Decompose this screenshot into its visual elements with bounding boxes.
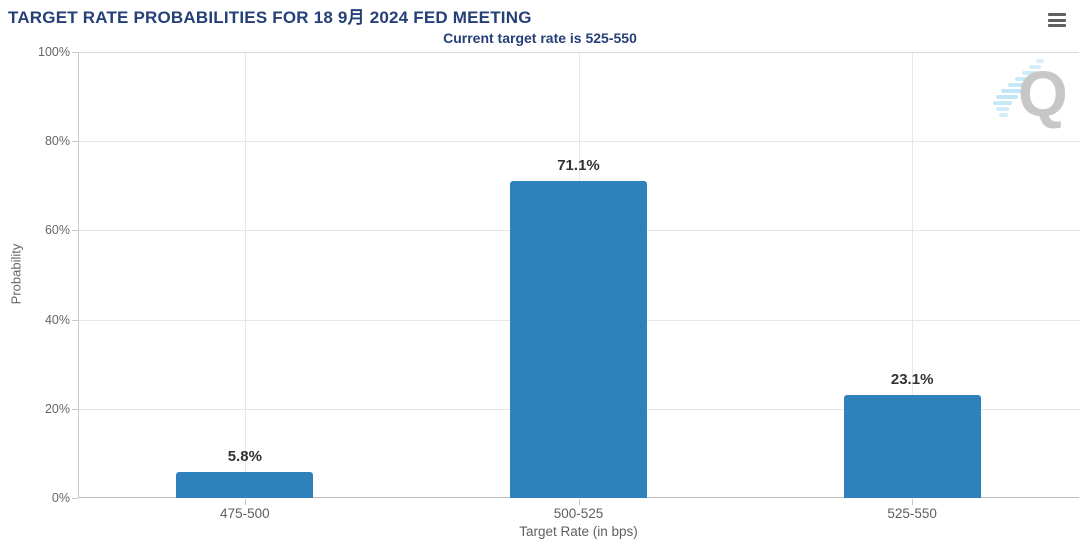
x-tick-label: 525-550 xyxy=(887,506,937,521)
y-axis-title: Probability xyxy=(8,243,24,305)
hamburger-bar xyxy=(1048,18,1066,22)
bar-500-525[interactable] xyxy=(510,180,647,498)
watermark-q-letter: Q xyxy=(1018,58,1068,130)
y-axis-tick xyxy=(72,141,78,143)
bar-525-550[interactable] xyxy=(843,394,981,498)
chart-title: TARGET RATE PROBABILITIES FOR 18 9月 2024… xyxy=(8,8,532,27)
watermark-dash xyxy=(1008,83,1029,87)
y-tick-label: 40% xyxy=(44,312,70,327)
watermark-dash xyxy=(1022,71,1038,75)
watermark-dash xyxy=(993,101,1012,105)
bar-475-500[interactable] xyxy=(176,472,314,498)
chart-subtitle: Current target rate is 525-550 xyxy=(443,30,637,46)
y-tick-label: 0% xyxy=(51,491,70,505)
y-axis-tick xyxy=(72,52,78,53)
x-axis-tick xyxy=(244,499,246,505)
watermark-dash xyxy=(1029,65,1041,69)
bar-value-label: 5.8% xyxy=(227,448,262,466)
bar-value-label: 23.1% xyxy=(890,370,934,388)
x-tick-label: 475-500 xyxy=(220,506,270,521)
y-gridline xyxy=(79,141,1080,143)
y-tick-label: 80% xyxy=(44,134,70,149)
x-tick-label: 500-525 xyxy=(553,506,604,521)
y-tick-label: 20% xyxy=(44,401,70,416)
x-axis-title: Target Rate (in bps) xyxy=(519,524,638,539)
watermark-dash xyxy=(1015,77,1034,81)
watermark-dash xyxy=(999,113,1008,117)
y-axis-tick xyxy=(72,498,78,499)
y-tick-label: 100% xyxy=(38,45,70,59)
hamburger-bar xyxy=(1048,13,1066,16)
y-tick-label: 60% xyxy=(44,223,70,238)
y-axis-tick xyxy=(72,408,78,410)
y-axis-tick xyxy=(72,230,78,232)
hamburger-bar xyxy=(1048,24,1066,27)
x-gridline xyxy=(244,53,246,498)
hamburger-icon[interactable] xyxy=(1047,12,1067,30)
x-axis-tick xyxy=(578,499,580,505)
watermark-dash xyxy=(1001,89,1023,93)
watermark-dash xyxy=(996,95,1018,99)
y-axis-tick xyxy=(72,319,78,321)
bar-value-label: 71.1% xyxy=(557,156,600,174)
watermark-dash xyxy=(1036,59,1044,63)
x-gridline xyxy=(912,53,914,498)
watermark-dash xyxy=(996,107,1009,111)
x-axis-tick xyxy=(912,499,914,505)
